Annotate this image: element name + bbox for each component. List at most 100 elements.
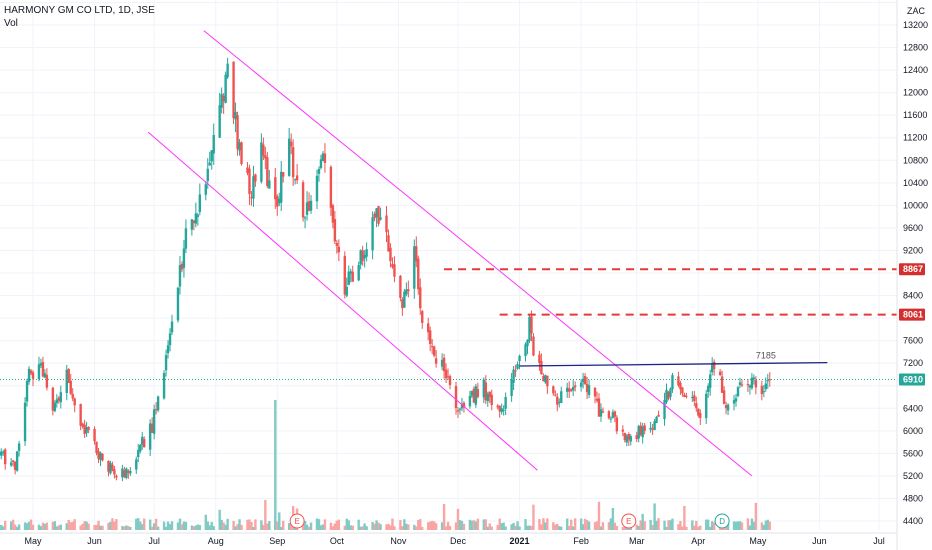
volume-bar <box>152 523 156 530</box>
candle-body <box>15 451 19 471</box>
candle-body <box>389 247 392 262</box>
candle-body <box>446 376 450 378</box>
candle-body <box>421 311 424 323</box>
volume-bar <box>399 520 402 530</box>
volume-bar <box>331 526 335 530</box>
volume-bar <box>528 525 531 530</box>
volume-bar <box>335 520 339 530</box>
candle-body <box>309 200 313 211</box>
volume-bar <box>671 518 674 530</box>
volume-bar <box>301 523 305 530</box>
volume-bar <box>526 525 529 530</box>
volume-bar <box>514 525 517 530</box>
volume-bar <box>546 518 549 530</box>
candle-body <box>581 378 585 383</box>
channel-lower-line <box>147 131 538 471</box>
candle-body <box>502 409 505 411</box>
volume-bar <box>579 518 583 530</box>
candle-body <box>518 355 521 361</box>
candle-body <box>291 147 295 178</box>
volume-bar <box>454 522 458 530</box>
volume-bar <box>677 524 680 530</box>
candle-body <box>724 405 728 409</box>
candle-body <box>488 391 491 398</box>
candle-body <box>81 423 84 427</box>
volume-bar <box>736 521 740 530</box>
candle-body <box>417 258 420 290</box>
volume-bar <box>180 524 184 530</box>
candle-body <box>403 291 406 308</box>
candle-body <box>27 368 31 382</box>
event-marker-label: E <box>294 517 299 526</box>
volume-bar <box>476 518 480 530</box>
candle-body <box>220 93 223 108</box>
candle-body <box>41 362 45 377</box>
volume-bar <box>419 519 422 530</box>
volume-bar <box>430 520 434 530</box>
candle-body <box>375 208 378 218</box>
candle-body <box>738 382 742 385</box>
candle-body <box>329 166 333 208</box>
time-tick-label: Oct <box>330 536 345 546</box>
volume-bar <box>764 520 768 530</box>
candle-body <box>377 206 380 224</box>
volume-bar <box>649 519 652 530</box>
volume-bar <box>262 524 265 530</box>
volume-bar <box>371 522 374 530</box>
volume-bar <box>444 526 448 530</box>
candle-body <box>560 391 563 404</box>
candle-body <box>601 411 605 413</box>
candle-body <box>365 249 368 257</box>
volume-bar <box>601 522 605 530</box>
candle-body <box>476 389 480 398</box>
candle-body <box>736 387 740 397</box>
candle-body <box>162 373 166 399</box>
volume-bar <box>93 524 96 530</box>
candle-body <box>83 424 86 434</box>
candle-body <box>482 379 486 398</box>
candle-body <box>695 402 698 409</box>
candle-body <box>567 388 571 392</box>
volume-bar <box>456 508 460 530</box>
time-tick-label: May <box>24 536 42 546</box>
volume-bar <box>343 525 346 530</box>
volume-spike-bar <box>274 400 277 530</box>
volume-bar <box>683 505 686 530</box>
volume-bar <box>45 522 49 530</box>
event-marker-label: D <box>719 517 725 526</box>
volume-bar <box>637 525 640 530</box>
volume-bar <box>55 526 59 530</box>
volume-bar <box>685 526 688 530</box>
candle-body <box>558 401 561 403</box>
volume-bar <box>69 522 72 530</box>
candle-body <box>496 405 499 408</box>
candle-body <box>504 396 507 409</box>
volume-bar <box>357 519 360 530</box>
volume-bar <box>113 521 116 530</box>
volume-bar <box>166 521 170 530</box>
volume-bar <box>693 525 696 530</box>
candle-body <box>595 398 599 401</box>
volume-bar <box>569 519 573 530</box>
volume-bar <box>681 526 684 530</box>
candle-body <box>413 246 416 289</box>
candle-body <box>693 395 696 402</box>
candle-body <box>305 202 309 215</box>
volume-bar <box>321 524 325 530</box>
level-tag-label: 8867 <box>903 264 923 274</box>
candle-body <box>621 429 625 432</box>
candle-body <box>37 364 41 380</box>
candle-body <box>143 439 146 448</box>
volume-bar <box>17 524 21 530</box>
time-axis: May Jun Jul Aug Sep Oct Nov Dec 2021 Feb Mar Apr May… <box>0 532 897 546</box>
candle-body <box>627 433 630 440</box>
volume-bar <box>417 520 420 530</box>
candle-body <box>51 387 55 411</box>
volume-bar <box>23 522 27 530</box>
candle-body <box>87 426 90 430</box>
volume-bar <box>460 520 464 530</box>
volume-bar <box>361 526 364 530</box>
candle-body <box>635 435 638 440</box>
candle-body <box>486 393 489 402</box>
